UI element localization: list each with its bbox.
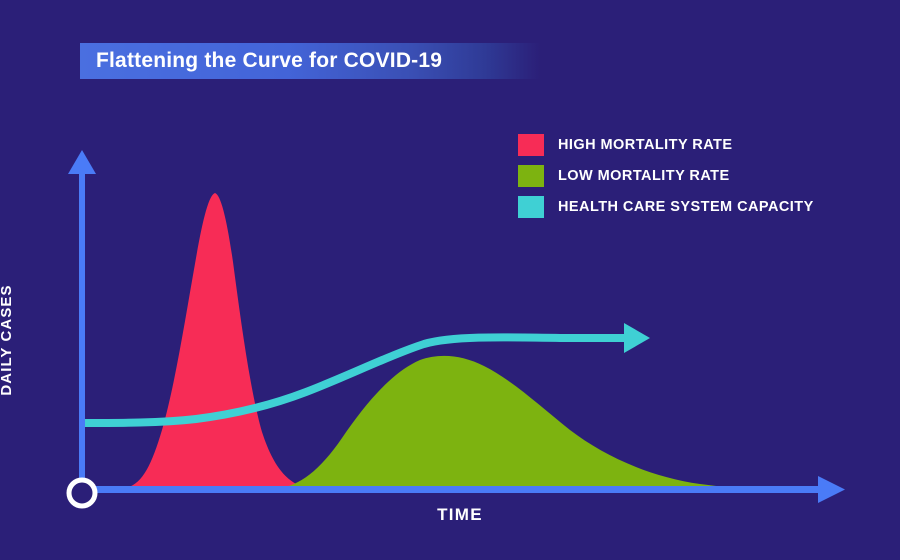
legend-label-high-mortality: HIGH MORTALITY RATE — [558, 137, 733, 153]
legend-label-capacity: HEALTH CARE SYSTEM CAPACITY — [558, 199, 814, 215]
origin-ring — [66, 477, 98, 509]
capacity-arrowhead-icon — [624, 323, 650, 353]
title-banner — [80, 43, 540, 79]
y-axis-label: DAILY CASES — [0, 284, 15, 396]
legend-item-high-mortality[interactable]: HIGH MORTALITY RATE — [518, 130, 848, 160]
legend-swatch-low-mortality — [518, 165, 544, 187]
line-capacity — [81, 333, 630, 427]
y-axis-line — [79, 163, 85, 491]
legend-item-capacity[interactable]: HEALTH CARE SYSTEM CAPACITY — [518, 192, 848, 222]
legend-item-low-mortality[interactable]: LOW MORTALITY RATE — [518, 161, 848, 191]
page-title: Flattening the Curve for COVID-19 — [96, 49, 443, 72]
area-high-mortality — [118, 193, 318, 489]
x-axis-arrowhead-icon — [818, 476, 845, 503]
x-axis-label: TIME — [437, 505, 483, 524]
x-axis-line — [79, 486, 825, 493]
legend-swatch-capacity — [518, 196, 544, 218]
y-axis-arrowhead-icon — [68, 150, 96, 174]
chart-legend: HIGH MORTALITY RATE LOW MORTALITY RATE H… — [518, 130, 848, 223]
legend-swatch-high-mortality — [518, 134, 544, 156]
legend-label-low-mortality: LOW MORTALITY RATE — [558, 168, 730, 184]
area-low-mortality — [276, 355, 765, 489]
